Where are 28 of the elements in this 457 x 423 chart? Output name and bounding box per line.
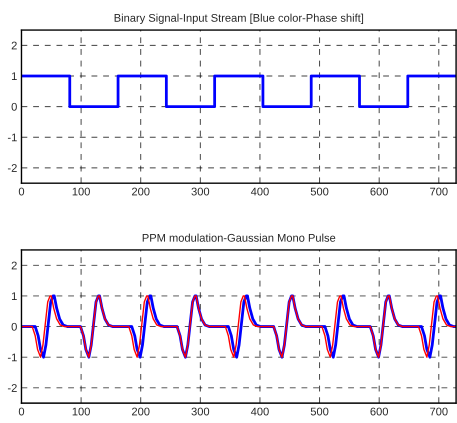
y-tick-label: 0 xyxy=(12,102,17,111)
x-tick-label: 400 xyxy=(250,408,269,416)
x-tick-label: 600 xyxy=(370,408,388,416)
x-tick-label: 200 xyxy=(132,408,150,416)
y-tick-label: -1 xyxy=(8,134,17,142)
x-tick-label: 0 xyxy=(18,408,24,416)
y-tick-label: -2 xyxy=(8,164,17,172)
y-tick-label: 1 xyxy=(12,292,17,300)
x-tick-label: 300 xyxy=(191,408,210,416)
x-tick-label: 700 xyxy=(430,408,448,416)
x-tick-label: 600 xyxy=(370,188,388,196)
x-tick-label: 0 xyxy=(18,188,24,196)
y-tick-label: -2 xyxy=(8,384,17,392)
chart-title: PPM modulation-Gaussian Mono Pulse xyxy=(142,234,336,242)
x-tick-label: 500 xyxy=(310,408,328,416)
x-tick-label: 400 xyxy=(250,188,269,196)
chart-title: Binary Signal-Input Stream [Blue color-Phase shift] xyxy=(114,14,364,24)
x-tick-label: 100 xyxy=(72,408,90,416)
y-tick-label: 2 xyxy=(12,42,17,50)
y-tick-label: 1 xyxy=(12,72,17,80)
x-tick-label: 300 xyxy=(191,188,210,196)
x-tick-label: 700 xyxy=(430,188,448,196)
x-tick-label: 200 xyxy=(132,188,150,196)
x-tick-label: 500 xyxy=(310,188,328,196)
y-tick-label: 2 xyxy=(12,262,17,270)
x-tick-label: 100 xyxy=(72,188,90,196)
y-tick-label: 0 xyxy=(12,322,17,331)
y-tick-label: -1 xyxy=(8,354,17,362)
